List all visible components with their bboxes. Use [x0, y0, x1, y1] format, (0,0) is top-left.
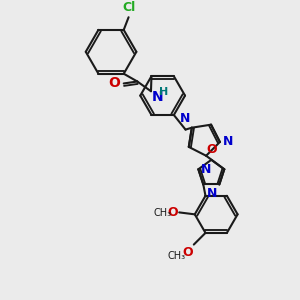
Text: O: O — [206, 143, 217, 156]
Text: H: H — [159, 87, 168, 97]
Text: CH₃: CH₃ — [153, 208, 171, 218]
Text: CH₃: CH₃ — [168, 251, 186, 261]
Text: N: N — [207, 188, 217, 200]
Text: N: N — [223, 136, 233, 148]
Text: N: N — [201, 163, 212, 176]
Text: O: O — [168, 206, 178, 219]
Text: N: N — [152, 90, 164, 104]
Text: Cl: Cl — [122, 1, 135, 14]
Text: O: O — [108, 76, 120, 91]
Text: O: O — [182, 245, 193, 259]
Text: N: N — [179, 112, 190, 125]
